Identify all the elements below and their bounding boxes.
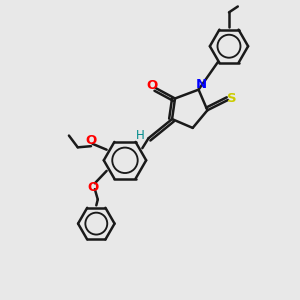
Text: H: H xyxy=(136,129,145,142)
Text: N: N xyxy=(195,78,206,91)
Text: O: O xyxy=(88,181,99,194)
Text: O: O xyxy=(147,79,158,92)
Text: O: O xyxy=(85,134,97,147)
Text: S: S xyxy=(227,92,236,105)
